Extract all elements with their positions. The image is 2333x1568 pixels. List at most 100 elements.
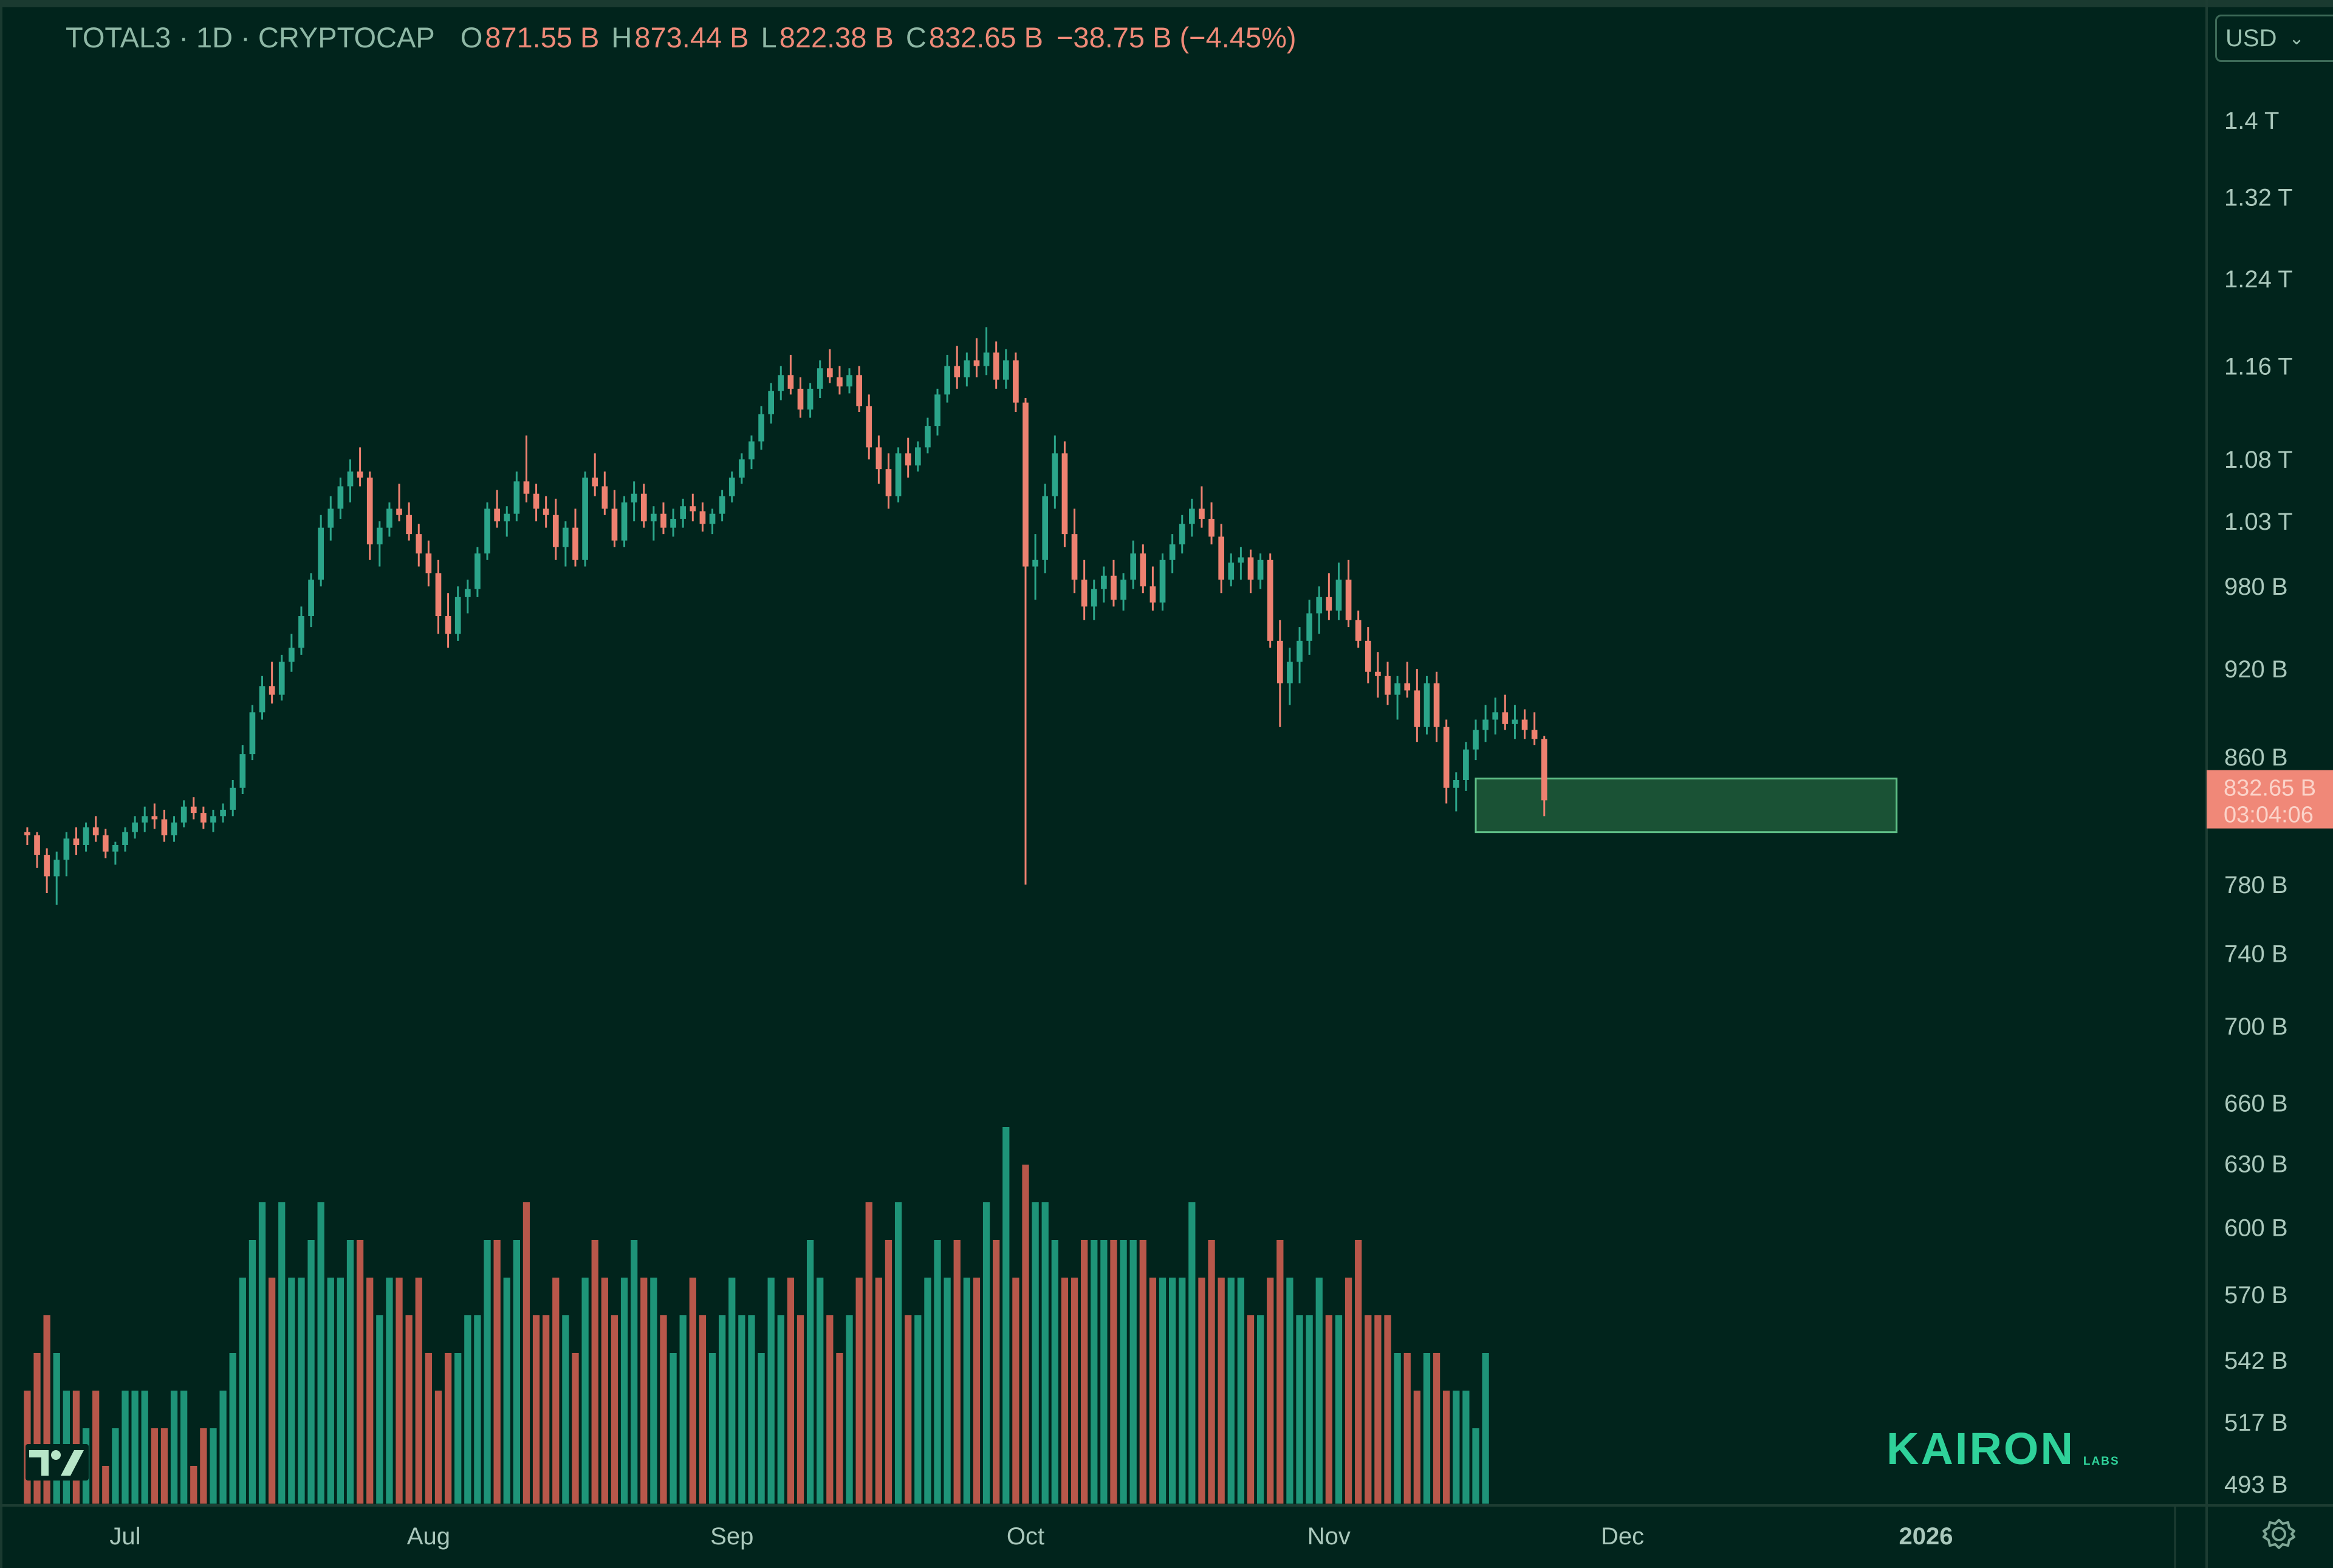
volume-bar xyxy=(591,1240,598,1504)
volume-bar xyxy=(229,1353,236,1504)
candle-body xyxy=(1433,683,1440,727)
candle-body xyxy=(504,513,510,522)
candle-body xyxy=(151,816,158,820)
candle-body xyxy=(582,478,588,560)
volume-bar xyxy=(454,1353,462,1504)
currency-selector[interactable]: USD ⌄ xyxy=(2215,15,2333,62)
volume-bar xyxy=(572,1353,579,1504)
candle-body xyxy=(1238,557,1244,563)
candle-body xyxy=(856,375,862,406)
y-tick-label: 780 B xyxy=(2224,872,2288,899)
candle-body xyxy=(180,806,187,823)
volume-bar xyxy=(1218,1278,1225,1504)
volume-bar xyxy=(1384,1315,1391,1504)
volume-bar xyxy=(1091,1240,1098,1504)
volume-bar xyxy=(885,1240,892,1504)
volume-bar xyxy=(1188,1202,1196,1504)
candle-body xyxy=(1306,613,1312,641)
candle-body xyxy=(142,816,148,823)
volume-bar xyxy=(728,1278,736,1504)
volume-bar xyxy=(679,1315,687,1504)
volume-bar xyxy=(444,1353,452,1504)
candle-body xyxy=(1512,719,1518,724)
candle-body xyxy=(983,352,990,366)
volume-bar xyxy=(758,1353,765,1504)
volume-bar xyxy=(1149,1278,1157,1504)
candle-body xyxy=(1061,453,1068,535)
volume-bar xyxy=(894,1202,902,1504)
volume-bar xyxy=(464,1315,471,1504)
volume-bar xyxy=(190,1466,197,1504)
candle-body xyxy=(239,754,246,788)
volume-bar xyxy=(1413,1391,1420,1504)
volume-bar xyxy=(1335,1315,1343,1504)
candle-body xyxy=(875,447,882,470)
candle-body xyxy=(1218,536,1225,580)
open-value: 871.55 B xyxy=(485,21,600,53)
volume-bar xyxy=(298,1278,305,1504)
x-tick-label: 2026 xyxy=(1899,1523,1953,1550)
candle-body xyxy=(1326,597,1332,611)
candle-body xyxy=(1453,780,1459,788)
volume-bar xyxy=(836,1353,843,1504)
y-tick-label: 860 B xyxy=(2224,744,2288,771)
close-value: 832.65 B xyxy=(928,21,1043,53)
y-tick-label: 570 B xyxy=(2224,1282,2288,1309)
candle-body xyxy=(1120,580,1126,600)
candle-body xyxy=(1130,553,1137,580)
volume-bar xyxy=(1482,1353,1489,1504)
candle-body xyxy=(552,515,559,547)
volume-bar xyxy=(1012,1278,1019,1504)
candle-body xyxy=(964,360,970,378)
volume-bar xyxy=(346,1240,354,1504)
candle-body xyxy=(435,573,442,617)
x-tick-label: Oct xyxy=(1007,1523,1044,1550)
volume-bar xyxy=(953,1240,961,1504)
volume-bar xyxy=(963,1278,970,1504)
candle-body xyxy=(425,553,432,573)
volume-bar xyxy=(337,1278,344,1504)
candle-body xyxy=(1287,662,1293,683)
candle-body xyxy=(1257,560,1264,580)
volume-bar xyxy=(131,1391,139,1504)
candle-body xyxy=(1189,508,1195,524)
volume-bar xyxy=(817,1278,824,1504)
volume-bar xyxy=(611,1315,618,1504)
volume-bar xyxy=(1061,1278,1069,1504)
volume-bar xyxy=(288,1278,295,1504)
candle-body xyxy=(1247,557,1254,580)
candle-body xyxy=(837,377,843,387)
volume-bar xyxy=(268,1278,276,1504)
candle-body xyxy=(1081,580,1088,607)
candle-body xyxy=(1267,560,1273,641)
candle-body xyxy=(973,360,980,366)
volume-bar xyxy=(973,1278,981,1504)
symbol-title[interactable]: TOTAL3 · 1D · CRYPTOCAP xyxy=(66,21,435,53)
volume-bar xyxy=(767,1278,775,1504)
volume-bar xyxy=(1032,1202,1039,1504)
candle-body xyxy=(905,453,911,466)
candle-body xyxy=(601,486,608,509)
candle-body xyxy=(1443,727,1450,788)
volume-bar xyxy=(543,1315,550,1504)
candle-body xyxy=(699,511,706,524)
candle-body xyxy=(768,391,775,414)
volume-bar xyxy=(396,1278,403,1504)
volume-bar xyxy=(1179,1278,1186,1504)
volume-bar xyxy=(787,1278,795,1504)
volume-bar xyxy=(53,1353,60,1504)
candle-body xyxy=(651,513,657,522)
candle-body xyxy=(464,589,471,597)
volume-bar xyxy=(484,1240,491,1504)
volume-bar xyxy=(1041,1202,1049,1504)
y-tick-label: 542 B xyxy=(2224,1347,2288,1374)
candle-body xyxy=(92,827,99,835)
candle-body xyxy=(592,478,598,487)
candle-body xyxy=(454,597,461,634)
volume-bar xyxy=(631,1240,638,1504)
settings-gear-icon[interactable] xyxy=(2260,1515,2298,1553)
volume-bar xyxy=(1443,1391,1450,1504)
candle-body xyxy=(308,580,314,617)
volume-bar xyxy=(660,1315,667,1504)
